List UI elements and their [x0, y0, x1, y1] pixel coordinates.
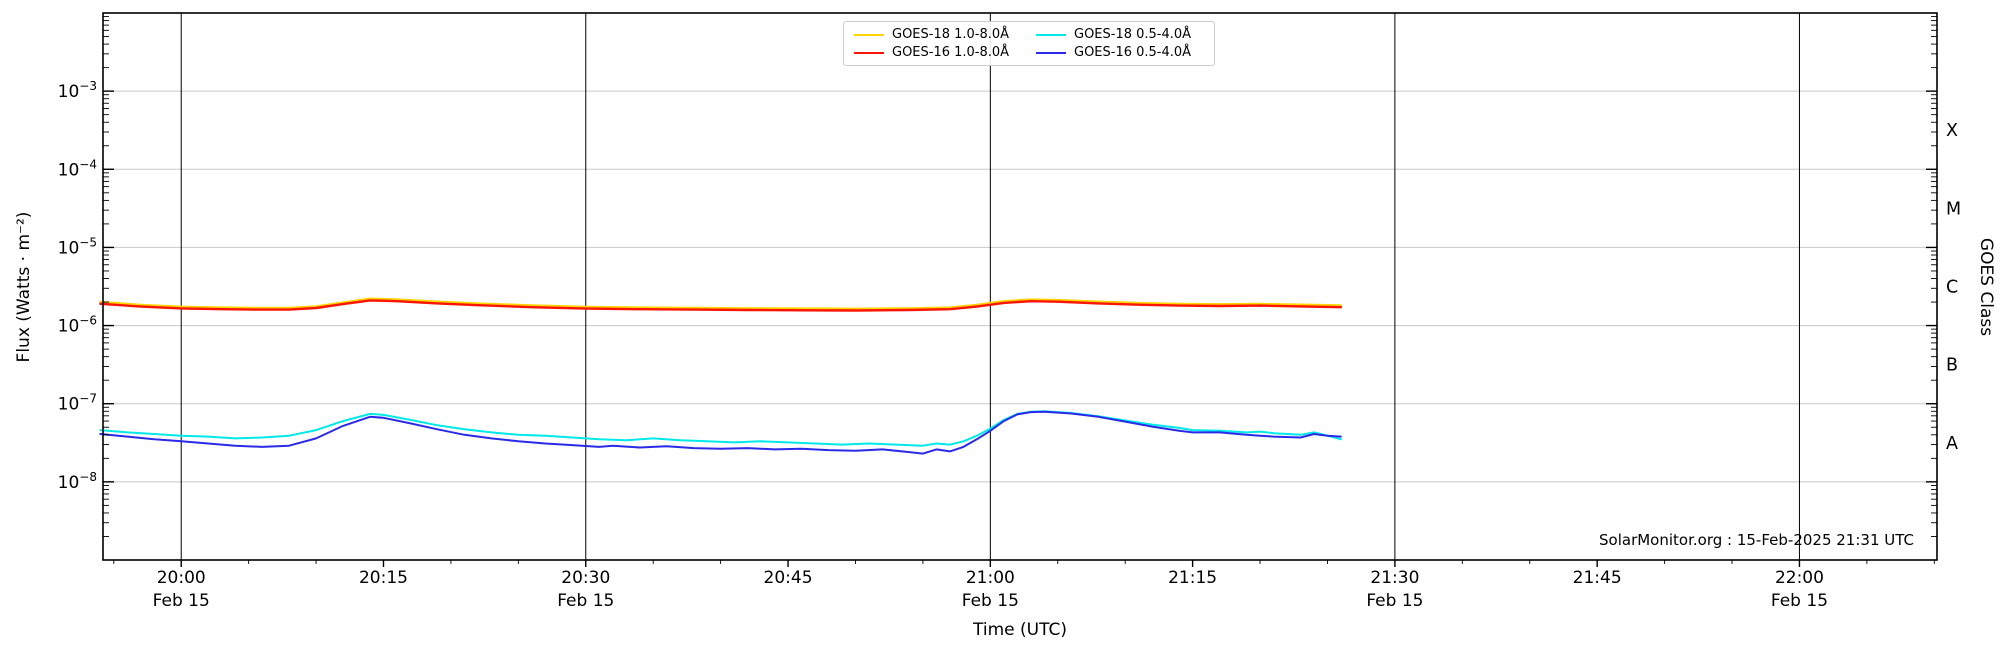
x-tick-date-label: Feb 15	[1366, 591, 1423, 611]
y-axis-title: Flux (Watts · m⁻²)	[14, 211, 34, 363]
legend-item-2: GOES-18 0.5-4.0Å	[1036, 27, 1204, 42]
y-tick-label: 10−7	[58, 392, 97, 415]
legend-item-3: GOES-16 0.5-4.0Å	[1036, 45, 1204, 60]
legend-swatch-icon	[1036, 51, 1066, 54]
y-tick-label: 10−3	[58, 79, 97, 102]
legend-item-1: GOES-16 1.0-8.0Å	[854, 45, 1022, 60]
series-line-3	[99, 410, 1342, 455]
x-tick-label: 21:45	[1573, 568, 1622, 588]
solarmonitor-credit: SolarMonitor.org : 15-Feb-2025 21:31 UTC	[1599, 531, 1914, 549]
series-line-2	[99, 410, 1342, 447]
x-tick-label: 21:30	[1370, 568, 1419, 588]
legend-label: GOES-18 0.5-4.0Å	[1074, 27, 1192, 42]
x-tick-date-label: Feb 15	[962, 591, 1019, 611]
legend-swatch-icon	[1036, 33, 1066, 36]
legend-label: GOES-16 1.0-8.0Å	[892, 45, 1010, 60]
goes-class-label-m: M	[1946, 199, 1961, 219]
x-tick-date-label: Feb 15	[1771, 591, 1828, 611]
right-axis-title: GOES Class	[1976, 237, 1996, 337]
x-tick-label: 21:00	[966, 568, 1015, 588]
y-tick-label: 10−8	[58, 470, 97, 493]
y-tick-label: 10−5	[58, 235, 97, 258]
y-tick-label: 10−6	[58, 314, 97, 337]
goes-class-label-b: B	[1946, 356, 1958, 376]
goes-class-label-x: X	[1946, 121, 1958, 141]
legend: GOES-18 1.0-8.0Å GOES-18 0.5-4.0Å GOES-16 …	[843, 21, 1215, 66]
legend-label: GOES-18 1.0-8.0Å	[892, 27, 1010, 42]
x-tick-date-label: Feb 15	[153, 591, 210, 611]
legend-item-0: GOES-18 1.0-8.0Å	[854, 27, 1022, 42]
goes-class-label-c: C	[1946, 278, 1958, 298]
legend-swatch-icon	[854, 51, 884, 54]
series-line-0	[99, 297, 1343, 310]
legend-label: GOES-16 0.5-4.0Å	[1074, 45, 1192, 60]
x-axis-title: Time (UTC)	[973, 620, 1067, 640]
x-tick-label: 20:00	[157, 568, 206, 588]
y-tick-label: 10−4	[58, 157, 97, 180]
x-tick-label: 20:15	[359, 568, 408, 588]
x-tick-label: 20:45	[764, 568, 813, 588]
legend-swatch-icon	[854, 33, 884, 36]
x-tick-label: 22:00	[1775, 568, 1824, 588]
x-tick-label: 21:15	[1168, 568, 1217, 588]
plot-frame	[102, 12, 1938, 561]
goes-class-label-a: A	[1946, 434, 1958, 454]
series-line-1	[99, 299, 1343, 312]
x-tick-label: 20:30	[561, 568, 610, 588]
x-tick-date-label: Feb 15	[557, 591, 614, 611]
